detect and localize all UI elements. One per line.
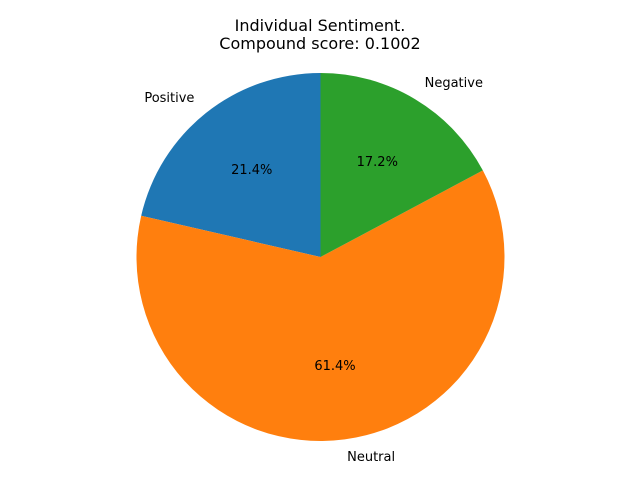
pie-slice-positive [141,73,321,257]
pie-slice-negative [320,73,483,257]
pie-percent-neutral: 61.4% [314,359,355,374]
pie-label-neutral: Neutral [347,450,395,465]
chart-title-line-1: Individual Sentiment. [235,16,406,35]
pie-slice-neutral [136,170,505,442]
pie-percent-negative: 17.2% [357,155,398,170]
pie-label-negative: Negative [425,76,483,91]
pie-percent-positive: 21.4% [231,163,272,178]
pie-labels: Positive 21.4% Neutral 61.4% Negative 17.2% [144,76,483,465]
pie-slices [136,73,505,442]
chart-title-line-2: Compound score: 0.1002 [219,34,420,53]
pie-label-positive: Positive [144,91,194,106]
